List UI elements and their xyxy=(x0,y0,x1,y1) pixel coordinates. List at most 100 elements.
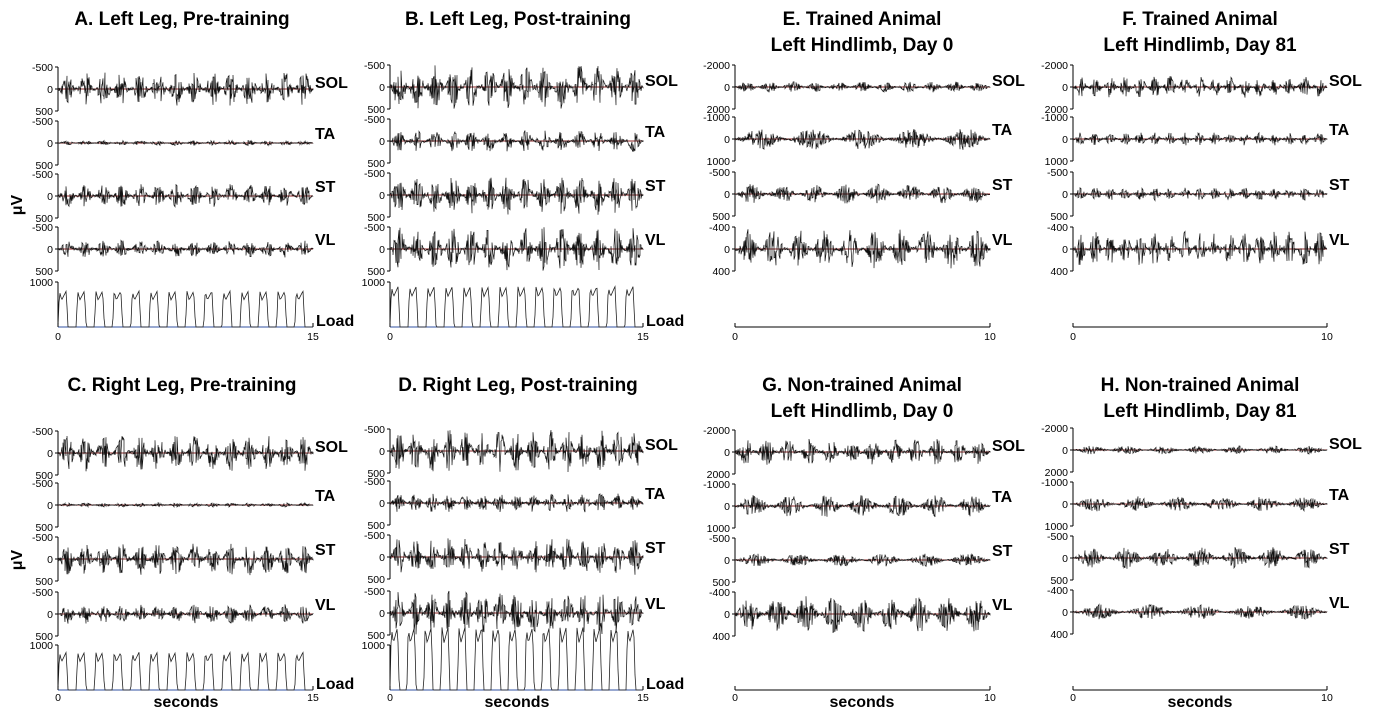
y-tick-label: 400 xyxy=(1050,629,1068,641)
y-tick-label: 500 xyxy=(367,266,385,278)
panel-D-vl-trace-group: 500 0 -500 VL xyxy=(364,586,666,642)
muscle-label-vl: VL xyxy=(1329,595,1350,612)
y-tick-label: -500 xyxy=(364,424,385,436)
panel-A-sol-trace-group: 500 0 -500 SOL xyxy=(32,62,348,118)
load-label: Load xyxy=(646,676,684,693)
y-tick-label: -500 xyxy=(709,533,730,545)
y-tick-label: -500 xyxy=(32,169,53,181)
y-tick-label: 400 xyxy=(712,266,730,278)
muscle-label-ta: TA xyxy=(315,126,336,143)
x-tick-label-end: 15 xyxy=(637,692,649,704)
panel-A-title: A. Left Leg, Pre-training xyxy=(74,9,289,30)
y-tick-label: 0 xyxy=(379,244,385,256)
y-tick-label: -500 xyxy=(709,167,730,179)
emg-trace-vl xyxy=(57,239,314,258)
y-tick-label: 0 xyxy=(724,189,730,201)
y-tick-label: 500 xyxy=(367,468,385,480)
y-tick-label: 0 xyxy=(724,555,730,567)
y-tick-label: -500 xyxy=(364,530,385,542)
y-tick-label: 0 xyxy=(47,84,53,96)
emg-trace-st xyxy=(734,553,991,568)
muscle-label-ta: TA xyxy=(1329,487,1350,504)
panel-B-sol-trace-group: 500 0 -500 SOL xyxy=(364,60,678,116)
x-tick-label-end: 10 xyxy=(1321,331,1333,343)
y-tick-label: 2000 xyxy=(707,104,731,116)
panel-G-title: Left Hindlimb, Day 0 xyxy=(771,401,954,422)
muscle-label-ta: TA xyxy=(645,124,666,141)
load-trace xyxy=(389,627,643,691)
y-tick-label: 1000 xyxy=(1045,156,1069,168)
y-tick-label: -2000 xyxy=(1041,423,1068,435)
muscle-label-ta: TA xyxy=(992,122,1013,139)
y-tick-label: -400 xyxy=(709,587,730,599)
y-tick-label: 500 xyxy=(367,630,385,642)
emg-trace-ta xyxy=(57,139,314,147)
x-tick-label-end: 15 xyxy=(307,692,319,704)
y-tick-label: 500 xyxy=(35,470,53,482)
panel-B-vl-trace-group: 500 0 -500 VL xyxy=(364,222,666,278)
load-label: Load xyxy=(316,676,354,693)
panels: A. Left Leg, Pre-training 500 0 -500 SOL 500 0… xyxy=(30,9,1362,704)
y-tick-label: -500 xyxy=(364,168,385,180)
y-tick-label: 0 xyxy=(47,138,53,150)
muscle-label-sol: SOL xyxy=(1329,73,1362,90)
y-tick-label: 0 xyxy=(379,446,385,458)
muscle-label-st: ST xyxy=(645,178,666,195)
y-tick-label: -400 xyxy=(1047,222,1068,234)
panel-C-st-trace-group: 500 0 -500 ST xyxy=(32,532,336,588)
y-tick-label: 0 xyxy=(1062,244,1068,256)
load-trace xyxy=(57,650,313,691)
panel-E: E. Trained Animal Left Hindlimb, Day 0 200… xyxy=(703,9,1025,343)
x-tick-label-end: 10 xyxy=(1321,692,1333,704)
muscle-label-vl: VL xyxy=(315,597,336,614)
muscle-label-sol: SOL xyxy=(315,75,348,92)
y-tick-label: 500 xyxy=(35,213,53,225)
muscle-label-sol: SOL xyxy=(992,438,1025,455)
y-tick-label: -500 xyxy=(32,426,53,438)
x-tick-label-end: 15 xyxy=(307,331,319,343)
load-label: Load xyxy=(646,313,684,330)
panel-E-sol-trace-group: 2000 0 -2000 SOL xyxy=(703,60,1025,116)
y-tick-label: 0 xyxy=(1062,553,1068,565)
x-axis-label-D: seconds xyxy=(485,694,550,710)
emg-trace-st xyxy=(57,543,314,576)
y-tick-label: 0 xyxy=(47,244,53,256)
muscle-label-sol: SOL xyxy=(315,439,348,456)
emg-trace-ta xyxy=(57,501,314,509)
muscle-label-ta: TA xyxy=(1329,122,1350,139)
panel-G: G. Non-trained Animal Left Hindlimb, Day … xyxy=(703,375,1025,704)
panel-E-title: Left Hindlimb, Day 0 xyxy=(771,35,954,56)
emg-trace-vl xyxy=(734,229,991,269)
emg-trace-vl xyxy=(1072,230,1328,265)
panel-D-st-trace-group: 500 0 -500 ST xyxy=(364,530,666,586)
y-tick-label: 1000 xyxy=(30,640,54,652)
emg-trace-ta xyxy=(1072,496,1328,513)
muscle-label-st: ST xyxy=(315,179,336,196)
y-tick-label: 1000 xyxy=(362,277,386,289)
y-tick-label: -1000 xyxy=(1041,477,1068,489)
y-tick-label: -400 xyxy=(709,222,730,234)
load-trace xyxy=(57,289,313,328)
y-tick-label: 1000 xyxy=(1045,521,1069,533)
y-tick-label: 0 xyxy=(1062,445,1068,457)
y-tick-label: -500 xyxy=(32,62,53,74)
emg-trace-vl xyxy=(389,227,644,271)
y-tick-label: -500 xyxy=(364,586,385,598)
muscle-label-vl: VL xyxy=(315,232,336,249)
panel-E-vl-trace-group: 400 0 -400 VL xyxy=(709,222,1013,278)
emg-trace-ta xyxy=(1072,131,1328,146)
muscle-label-sol: SOL xyxy=(1329,436,1362,453)
panel-H-st-trace-group: 500 0 -500 ST xyxy=(1047,531,1350,587)
muscle-label-st: ST xyxy=(315,542,336,559)
emg-trace-sol xyxy=(734,81,991,93)
y-tick-label: 0 xyxy=(724,82,730,94)
y-tick-label: -400 xyxy=(1047,585,1068,597)
emg-trace-sol xyxy=(389,65,644,109)
x-tick-label-end: 15 xyxy=(637,331,649,343)
emg-trace-st xyxy=(389,538,644,575)
y-tick-label: 500 xyxy=(35,160,53,172)
emg-trace-sol xyxy=(57,72,314,106)
emg-trace-st xyxy=(1072,547,1328,570)
panel-F-bottom-row: 0 10 xyxy=(1070,323,1333,343)
